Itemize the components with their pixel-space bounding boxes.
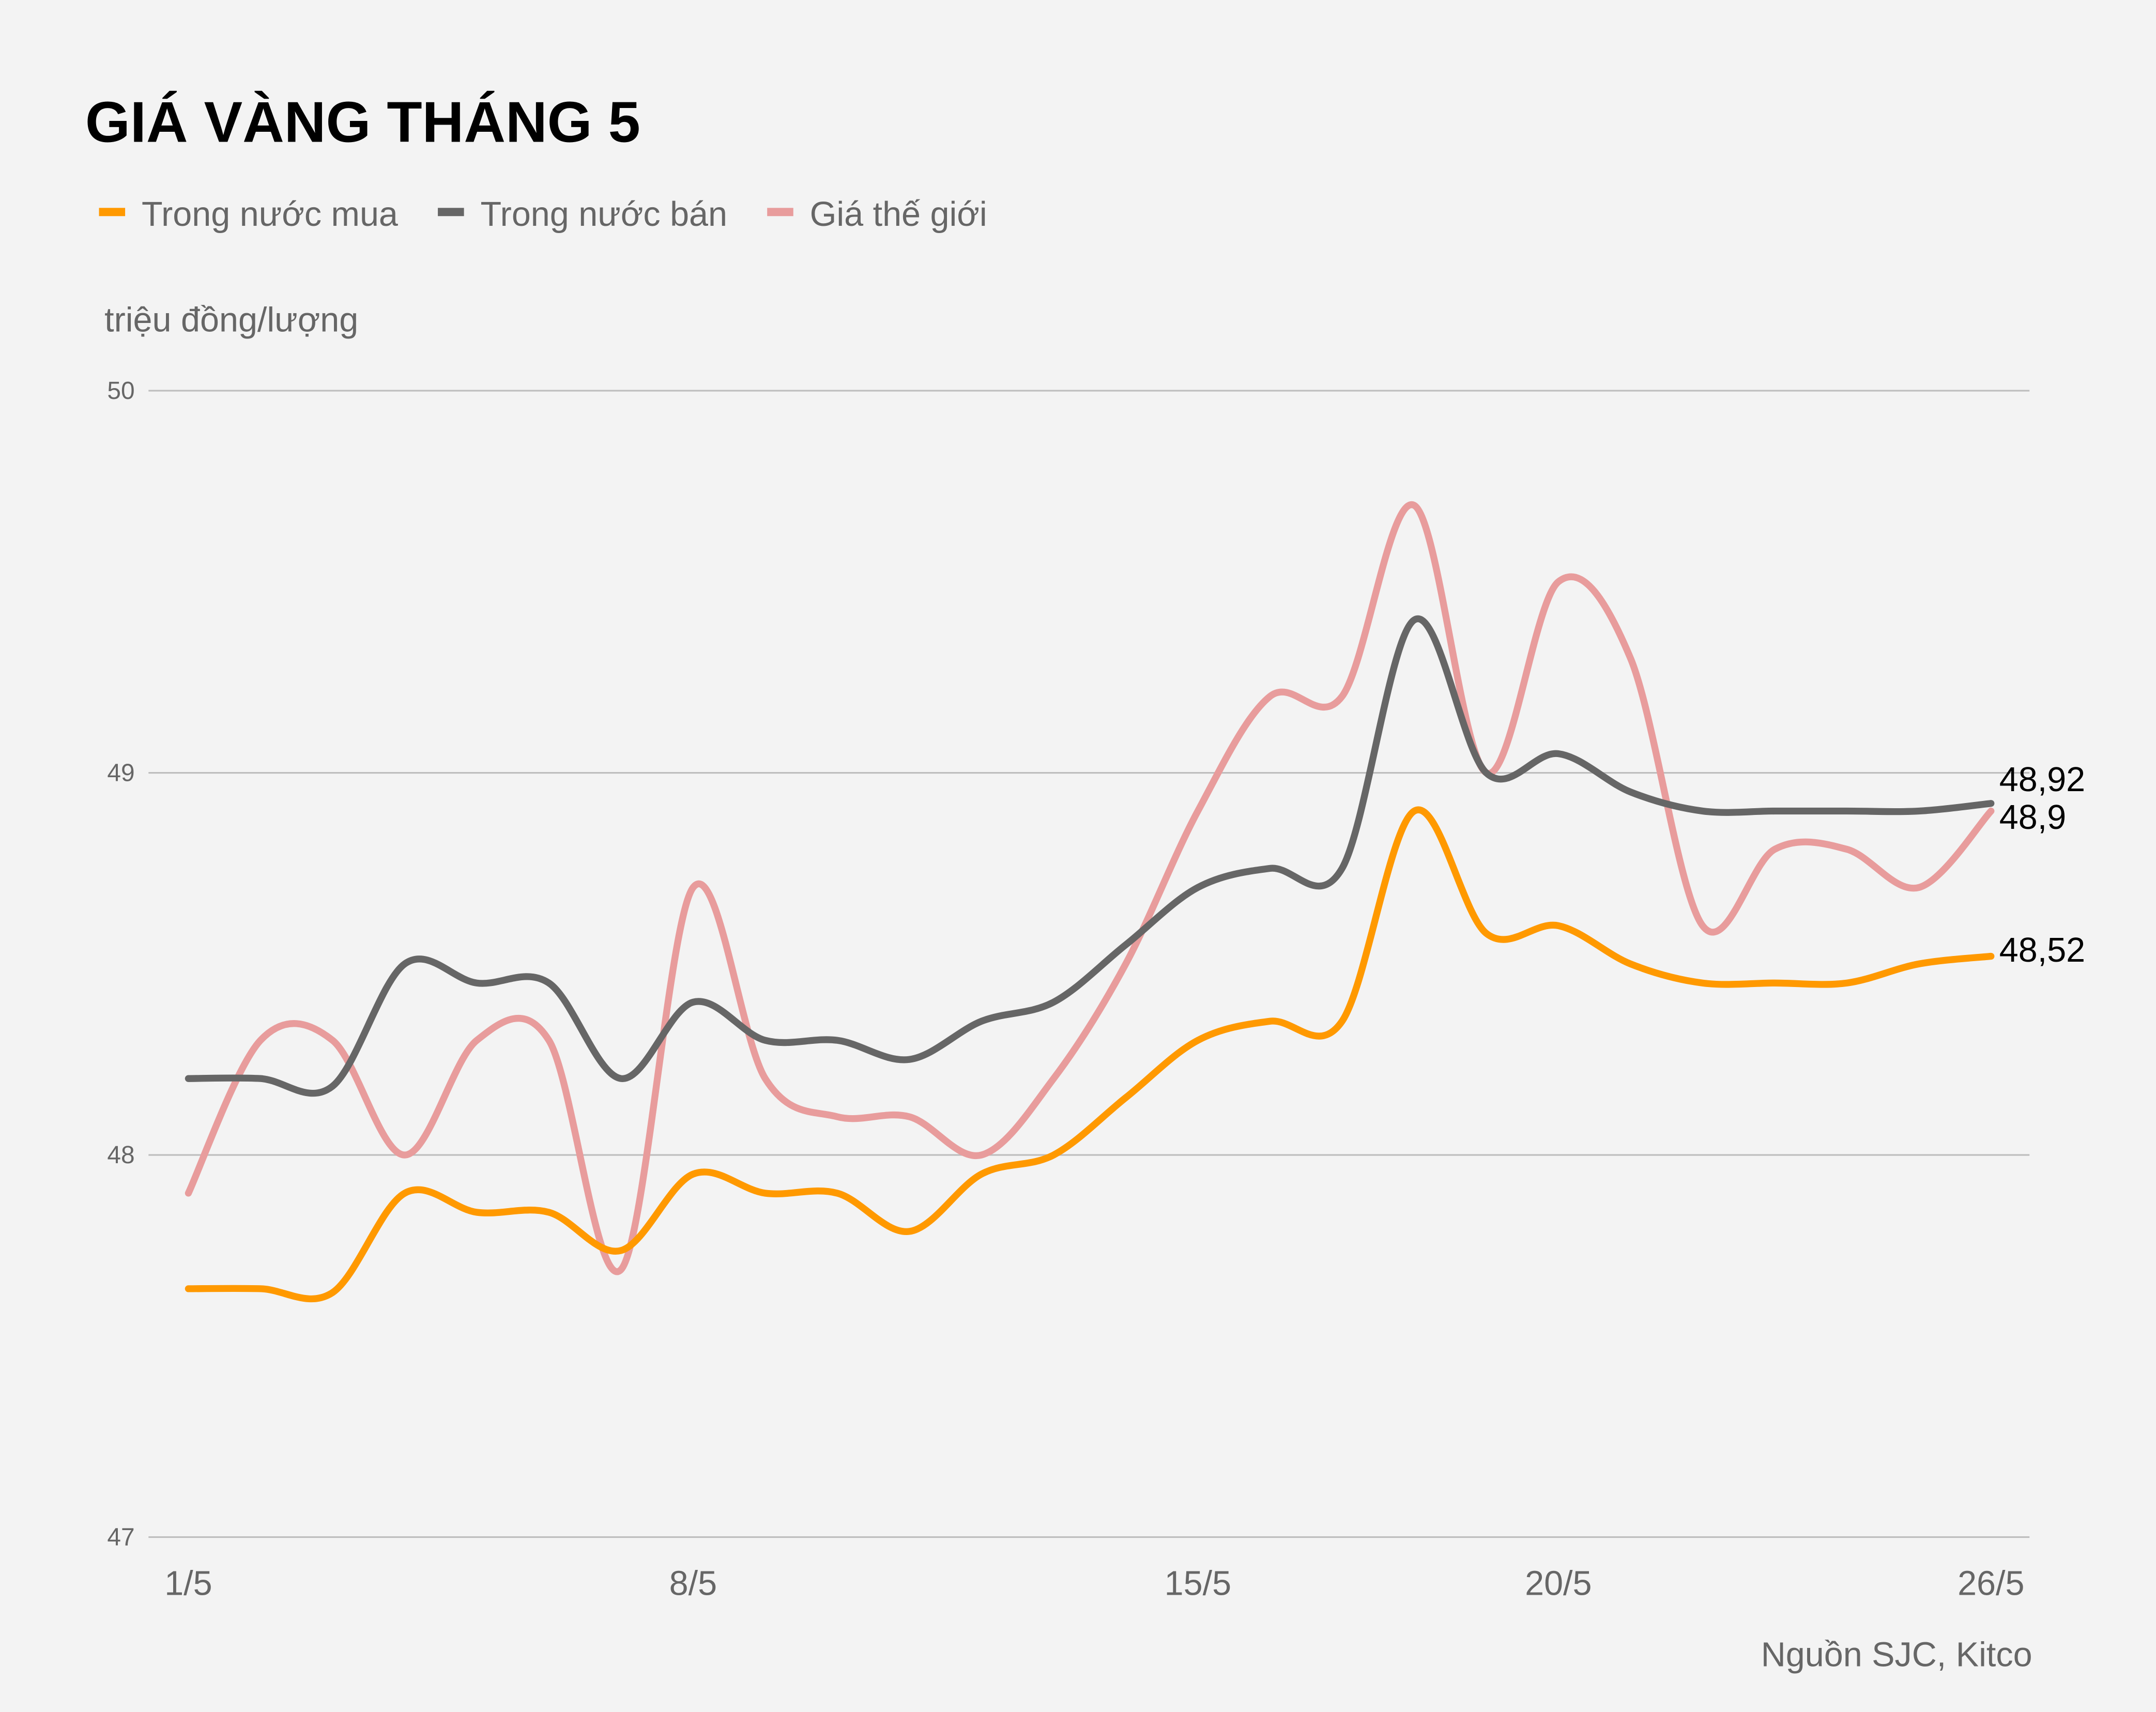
x-axis: 1/5 8/5 15/5 20/5 26/5 (164, 1564, 2024, 1602)
end-value-label: 48,52 (1999, 931, 2085, 969)
legend-swatch (99, 208, 126, 217)
y-axis-label: triệu đồng/lượng (104, 301, 358, 340)
y-tick-label: 49 (107, 760, 134, 787)
legend-label: Trong nước bán (481, 195, 728, 234)
y-tick-label: 50 (107, 377, 134, 405)
legend-swatch (438, 208, 464, 217)
legend: Trong nước mua Trong nước bán Giá thế giới (99, 195, 987, 234)
legend-label: Giá thế giới (810, 195, 987, 234)
end-value-label: 48,92 (1999, 761, 2085, 799)
series-line-1 (185, 615, 1995, 1097)
y-tick-label: 48 (107, 1142, 134, 1169)
series-lines (185, 501, 1995, 1303)
source-note: Nguồn SJC, Kitco (1761, 1636, 2032, 1674)
legend-swatch (767, 208, 793, 217)
x-tick-label: 8/5 (669, 1564, 717, 1602)
x-tick-label: 26/5 (1958, 1564, 2024, 1602)
chart-title: GIÁ VÀNG THÁNG 5 (85, 90, 640, 155)
x-tick-label: 20/5 (1525, 1564, 1592, 1602)
end-value-label: 48,9 (1999, 798, 2066, 837)
grid: 50 49 48 47 (107, 377, 2030, 1551)
x-tick-label: 1/5 (164, 1564, 212, 1602)
x-tick-label: 15/5 (1165, 1564, 1231, 1602)
legend-label: Trong nước mua (142, 195, 398, 234)
series-line-2 (185, 501, 1995, 1275)
series-line-0 (185, 806, 1995, 1303)
y-tick-label: 47 (107, 1524, 134, 1551)
